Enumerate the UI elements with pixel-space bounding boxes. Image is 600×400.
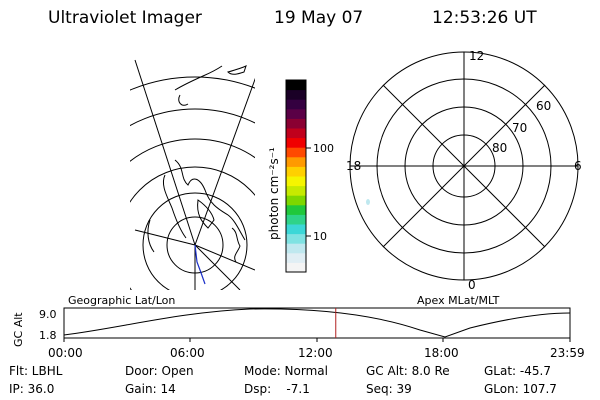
status-ip: IP: 36.0 bbox=[9, 382, 55, 396]
geographic-map bbox=[130, 59, 255, 290]
map-lat-circle bbox=[130, 76, 255, 91]
colorbar-cell bbox=[286, 137, 306, 148]
polar-labels: 12 18 6 0 60 70 80 bbox=[346, 49, 582, 292]
colorbar-cell bbox=[286, 233, 306, 244]
colorbar-cell bbox=[286, 118, 306, 129]
polar-diagonal bbox=[382, 84, 546, 248]
altitude-y-label: GC Alt bbox=[12, 312, 25, 347]
coastline bbox=[197, 199, 215, 229]
status-gc-alt: GC Alt: 8.0 Re bbox=[366, 364, 450, 378]
colorbar-cell bbox=[286, 224, 306, 235]
y-tick-label-top: 9.0 bbox=[39, 308, 57, 321]
status-glat: GLat: -45.7 bbox=[484, 364, 551, 378]
status-glon: GLon: 107.7 bbox=[484, 382, 557, 396]
colorbar-cell bbox=[286, 80, 306, 91]
colorbar-tick-label: 100 bbox=[313, 142, 334, 155]
map-lat-circle bbox=[130, 138, 255, 162]
map-meridian bbox=[134, 59, 196, 246]
map-meridian bbox=[194, 244, 255, 271]
x-tick-label: 23:59 bbox=[550, 346, 585, 360]
observation-time: 12:53:26 UT bbox=[432, 8, 537, 28]
altitude-curve bbox=[63, 308, 571, 338]
status-mode: Mode: Normal bbox=[244, 364, 328, 378]
status-filter: Flt: LBHL bbox=[9, 364, 63, 378]
aurora-emission-spot bbox=[366, 199, 370, 205]
map-lat-circle bbox=[130, 108, 255, 127]
mlt-label-0: 0 bbox=[468, 278, 476, 292]
colorbar: 100 10 photon cm⁻²s⁻¹ bbox=[267, 79, 334, 273]
lat-label-80: 80 bbox=[492, 141, 507, 155]
coastline bbox=[178, 94, 189, 106]
colorbar-cell bbox=[286, 147, 306, 158]
map-meridian bbox=[134, 229, 196, 246]
colorbar-cell bbox=[286, 128, 306, 139]
lat-label-70: 70 bbox=[512, 121, 527, 135]
x-tick-label: 06:00 bbox=[170, 346, 205, 360]
colorbar-cell bbox=[286, 166, 306, 177]
colorbar-cell bbox=[286, 204, 306, 215]
colorbar-unit-label: photon cm⁻²s⁻¹ bbox=[267, 147, 281, 240]
coastline bbox=[174, 65, 223, 91]
colorbar-cell bbox=[286, 185, 306, 196]
observation-date: 19 May 07 bbox=[274, 8, 364, 28]
mlt-label-18: 18 bbox=[346, 159, 361, 173]
map-lat-circle bbox=[130, 166, 255, 290]
coastline bbox=[227, 65, 247, 75]
status-dsp: Dsp: -7.1 bbox=[244, 382, 310, 396]
colorbar-cell bbox=[286, 243, 306, 254]
map-meridian bbox=[194, 244, 241, 290]
polar-plot bbox=[349, 51, 579, 281]
status-seq: Seq: 39 bbox=[366, 382, 412, 396]
colorbar-tick-label: 10 bbox=[313, 230, 327, 243]
lat-label-60: 60 bbox=[536, 99, 551, 113]
mlt-label-6: 6 bbox=[574, 159, 582, 173]
coastline bbox=[147, 219, 155, 253]
x-tick-label: 00:00 bbox=[48, 346, 83, 360]
apex-map-label: Apex MLat/MLT bbox=[417, 294, 500, 307]
colorbar-cell bbox=[286, 262, 306, 273]
colorbar-cell bbox=[286, 108, 306, 119]
coastline bbox=[174, 159, 246, 241]
mlt-label-12: 12 bbox=[469, 49, 484, 63]
colorbar-cell bbox=[286, 252, 306, 263]
colorbar-cell bbox=[286, 176, 306, 187]
x-tick-label: 12:00 bbox=[298, 346, 333, 360]
x-tick-label: 18:00 bbox=[424, 346, 459, 360]
y-tick-label-bottom: 1.8 bbox=[39, 329, 57, 342]
altitude-plot: 9.0 1.8 GC Alt 00:00 06:00 12:00 18:00 2… bbox=[12, 307, 585, 360]
status-gain: Gain: 14 bbox=[125, 382, 176, 396]
coastline bbox=[231, 227, 241, 263]
colorbar-cell bbox=[286, 99, 306, 110]
instrument-title: Ultraviolet Imager bbox=[48, 8, 202, 28]
footprint-track bbox=[194, 244, 206, 285]
colorbar-cell bbox=[286, 156, 306, 167]
colorbar-frame bbox=[285, 79, 307, 273]
geographic-map-label: Geographic Lat/Lon bbox=[68, 294, 175, 307]
status-door: Door: Open bbox=[125, 364, 194, 378]
map-lat-circle bbox=[142, 192, 248, 290]
colorbar-cell bbox=[286, 89, 306, 100]
colorbar-cell bbox=[286, 195, 306, 206]
coastline bbox=[162, 174, 187, 239]
map-meridian bbox=[194, 77, 255, 246]
colorbar-cell bbox=[286, 214, 306, 225]
